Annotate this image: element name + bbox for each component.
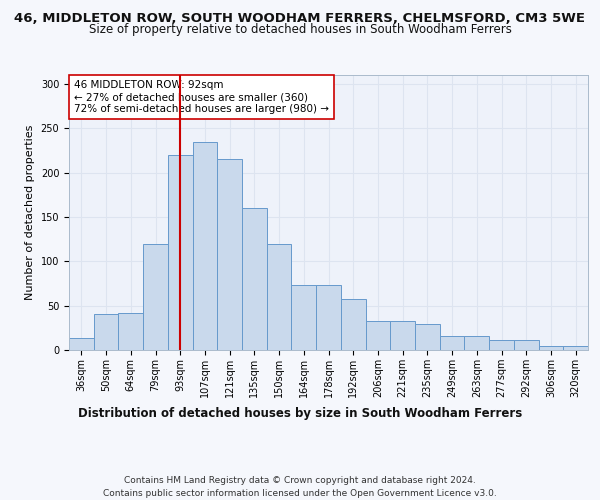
Bar bbox=[464, 336, 489, 350]
Bar bbox=[292, 285, 316, 350]
Bar bbox=[341, 298, 365, 350]
Bar bbox=[365, 320, 390, 350]
Bar bbox=[316, 285, 341, 350]
Bar bbox=[514, 340, 539, 350]
Bar bbox=[489, 340, 514, 350]
Y-axis label: Number of detached properties: Number of detached properties bbox=[25, 125, 35, 300]
Text: Distribution of detached houses by size in South Woodham Ferrers: Distribution of detached houses by size … bbox=[78, 408, 522, 420]
Text: Contains HM Land Registry data © Crown copyright and database right 2024.: Contains HM Land Registry data © Crown c… bbox=[124, 476, 476, 485]
Text: Size of property relative to detached houses in South Woodham Ferrers: Size of property relative to detached ho… bbox=[89, 24, 511, 36]
Bar bbox=[415, 324, 440, 350]
Bar bbox=[217, 160, 242, 350]
Bar bbox=[193, 142, 217, 350]
Bar bbox=[118, 312, 143, 350]
Bar bbox=[440, 336, 464, 350]
Bar bbox=[69, 338, 94, 350]
Text: Contains public sector information licensed under the Open Government Licence v3: Contains public sector information licen… bbox=[103, 489, 497, 498]
Bar bbox=[539, 346, 563, 350]
Text: 46 MIDDLETON ROW: 92sqm
← 27% of detached houses are smaller (360)
72% of semi-d: 46 MIDDLETON ROW: 92sqm ← 27% of detache… bbox=[74, 80, 329, 114]
Bar bbox=[390, 320, 415, 350]
Bar bbox=[563, 346, 588, 350]
Bar bbox=[267, 244, 292, 350]
Bar bbox=[242, 208, 267, 350]
Bar bbox=[168, 155, 193, 350]
Text: 46, MIDDLETON ROW, SOUTH WOODHAM FERRERS, CHELMSFORD, CM3 5WE: 46, MIDDLETON ROW, SOUTH WOODHAM FERRERS… bbox=[14, 12, 586, 26]
Bar bbox=[94, 314, 118, 350]
Bar bbox=[143, 244, 168, 350]
